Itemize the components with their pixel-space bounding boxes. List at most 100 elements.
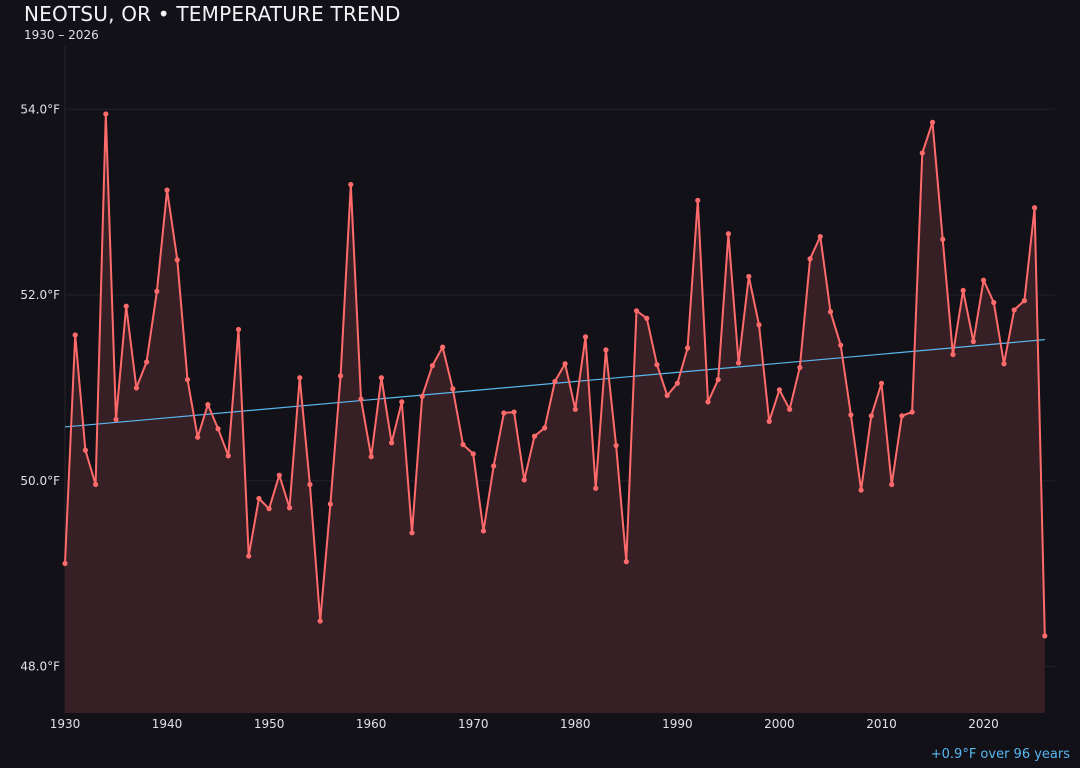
- data-point: [705, 399, 711, 405]
- data-point: [491, 463, 497, 469]
- trend-annotation: +0.9°F over 96 years: [930, 747, 1070, 762]
- data-point: [429, 363, 436, 369]
- x-tick-label: 1970: [458, 717, 489, 731]
- data-point: [470, 451, 476, 457]
- data-point: [991, 299, 997, 306]
- data-point: [695, 197, 701, 203]
- data-point: [276, 472, 282, 478]
- data-point: [235, 326, 242, 333]
- area-fill: [65, 113, 1045, 713]
- data-point: [1001, 361, 1007, 367]
- data-point: [388, 440, 395, 446]
- data-point: [776, 387, 783, 393]
- data-point: [511, 409, 517, 415]
- data-point: [787, 406, 793, 412]
- data-point: [72, 332, 78, 338]
- data-point: [582, 334, 589, 340]
- data-point: [327, 501, 333, 507]
- data-point: [215, 426, 221, 432]
- x-tick-label: 2020: [968, 717, 999, 731]
- data-point: [358, 396, 364, 402]
- data-point: [899, 413, 905, 419]
- data-point: [297, 375, 303, 381]
- data-point: [613, 442, 619, 449]
- data-point: [1011, 307, 1017, 313]
- data-point: [144, 359, 150, 365]
- data-point: [572, 406, 578, 412]
- x-tick-label: 1930: [50, 717, 81, 731]
- data-point: [766, 418, 772, 424]
- data-point: [674, 380, 680, 386]
- data-point: [746, 273, 752, 280]
- y-tick-label: 52.0°F: [20, 288, 60, 302]
- data-point: [756, 322, 762, 328]
- data-point: [103, 111, 109, 117]
- x-tick-label: 2000: [764, 717, 795, 731]
- data-point: [460, 441, 466, 448]
- data-point: [93, 481, 99, 488]
- data-point: [654, 362, 660, 368]
- chart-title: NEOTSU, OR • TEMPERATURE TREND: [24, 2, 401, 26]
- data-point: [909, 409, 915, 415]
- data-point: [521, 477, 527, 483]
- data-point: [399, 399, 405, 405]
- x-tick-label: 1990: [662, 717, 693, 731]
- data-point: [419, 393, 425, 399]
- data-point: [1042, 633, 1048, 639]
- data-point: [480, 528, 487, 534]
- data-point: [174, 257, 180, 263]
- data-point: [593, 485, 599, 491]
- data-point: [807, 256, 813, 262]
- data-point: [205, 402, 211, 408]
- data-point: [266, 506, 272, 512]
- data-point: [409, 530, 415, 536]
- data-point: [113, 416, 119, 423]
- data-point: [633, 308, 640, 314]
- data-point: [644, 315, 650, 321]
- data-point: [552, 378, 558, 385]
- data-point: [817, 233, 823, 240]
- x-tick-label: 1950: [254, 717, 285, 731]
- data-point: [154, 288, 160, 294]
- data-point: [797, 364, 803, 371]
- data-point: [440, 344, 446, 350]
- data-point: [450, 386, 456, 392]
- data-point: [195, 434, 201, 440]
- data-point: [286, 505, 293, 511]
- data-point: [501, 410, 507, 416]
- data-point: [123, 303, 129, 309]
- y-tick-label: 48.0°F: [20, 660, 60, 674]
- data-point: [827, 309, 834, 315]
- data-point: [725, 231, 732, 237]
- data-point: [980, 277, 987, 283]
- data-point: [1021, 298, 1027, 304]
- data-point: [256, 495, 262, 502]
- chart-subtitle: 1930 – 2026: [24, 28, 99, 42]
- data-point: [929, 119, 936, 125]
- data-point: [531, 433, 538, 439]
- data-point: [868, 413, 874, 419]
- data-point: [970, 338, 976, 345]
- data-point: [736, 360, 742, 366]
- data-point: [164, 187, 170, 193]
- x-tick-label: 1960: [356, 717, 387, 731]
- data-point: [889, 481, 895, 488]
- x-tick-label: 2010: [866, 717, 897, 731]
- data-point: [960, 287, 966, 294]
- data-point: [348, 181, 354, 188]
- data-point: [378, 375, 384, 381]
- data-point: [1031, 205, 1038, 211]
- x-tick-label: 1980: [560, 717, 591, 731]
- data-point: [562, 361, 568, 367]
- data-point: [878, 380, 885, 386]
- data-point: [950, 351, 956, 358]
- data-point: [337, 373, 344, 379]
- x-tick-label: 1940: [152, 717, 183, 731]
- data-point: [603, 347, 609, 353]
- data-point: [82, 447, 89, 453]
- y-tick-label: 50.0°F: [20, 474, 60, 488]
- data-point: [62, 560, 68, 567]
- data-point: [919, 150, 925, 156]
- data-point: [307, 481, 313, 488]
